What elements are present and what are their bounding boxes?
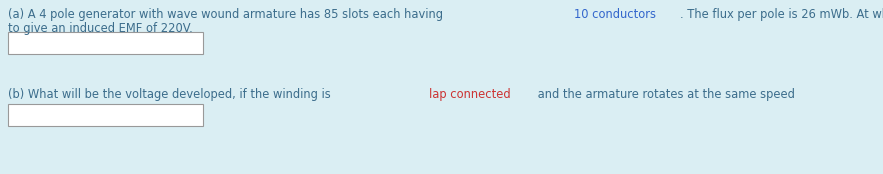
Text: (a) A 4 pole generator with wave wound armature has 85 slots each having: (a) A 4 pole generator with wave wound a… xyxy=(8,8,447,21)
Text: and the armature rotates at the same speed: and the armature rotates at the same spe… xyxy=(534,88,796,101)
Text: (b) What will be the voltage developed, if the winding is: (b) What will be the voltage developed, … xyxy=(8,88,335,101)
Text: to give an induced EMF of 220V.: to give an induced EMF of 220V. xyxy=(8,22,192,35)
Text: . The flux per pole is 26 mWb. At what speed must the armature rotate: . The flux per pole is 26 mWb. At what s… xyxy=(680,8,883,21)
FancyBboxPatch shape xyxy=(8,32,203,54)
Text: lap connected: lap connected xyxy=(429,88,510,101)
FancyBboxPatch shape xyxy=(8,104,203,126)
Text: 10 conductors: 10 conductors xyxy=(574,8,656,21)
